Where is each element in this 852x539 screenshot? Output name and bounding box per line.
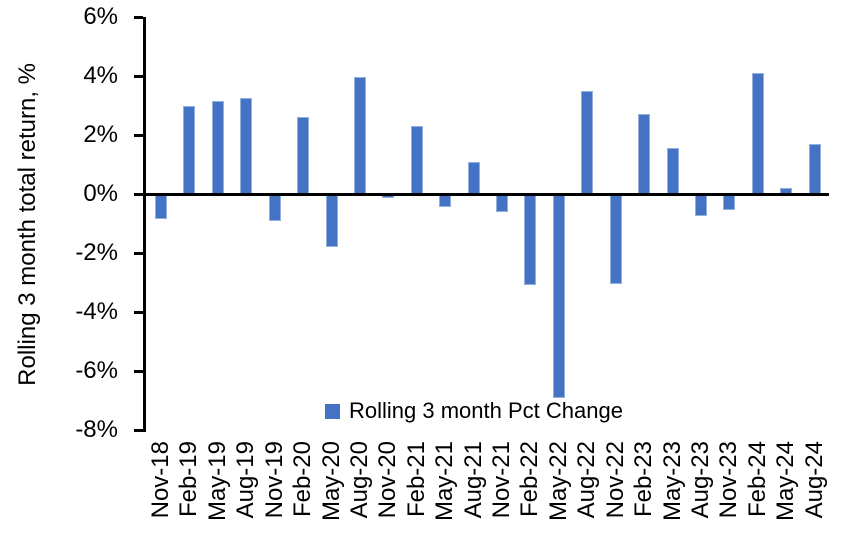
bar [353,77,366,194]
x-axis-label: Aug-19 [232,441,260,537]
y-tick-mark [134,192,143,196]
bar [325,194,338,248]
x-axis-label: Feb-20 [289,441,317,537]
bar [751,73,764,194]
bar [410,126,423,194]
x-axis-label-text: Feb-24 [743,441,771,518]
x-axis-label-text: Nov-18 [146,441,174,519]
x-axis-label-text: Nov-23 [715,441,743,519]
x-axis-label: Feb-19 [175,441,203,537]
x-axis-label-text: Feb-21 [402,441,430,518]
y-tick-label: 6% [83,3,118,30]
x-axis-label-text: May-21 [431,441,459,522]
bar [240,98,253,194]
y-tick-mark [134,133,143,137]
bar [211,101,224,194]
x-axis-label-text: May-19 [203,441,231,522]
y-tick-label: -2% [75,239,118,266]
y-tick-mark [134,15,143,19]
bar [524,194,537,286]
x-axis-label: Nov-18 [147,441,175,537]
x-axis-label-text: Nov-19 [260,441,288,519]
x-axis-label: Nov-19 [260,441,288,537]
x-axis-label-text: Feb-19 [175,441,203,518]
x-axis-label-text: Aug-22 [573,441,601,519]
x-axis-label-text: Nov-20 [374,441,402,519]
x-axis-label: Aug-24 [800,441,828,537]
x-axis-label-text: May-24 [772,441,800,522]
x-axis-label: Feb-21 [403,441,431,537]
bar [496,194,509,212]
x-axis-label-text: Feb-23 [630,441,658,518]
bar [694,194,707,217]
x-axis-label-text: May-20 [317,441,345,522]
bar [268,194,281,221]
y-tick-label: 0% [83,180,118,207]
bar [439,194,452,208]
x-axis-label: Aug-21 [459,441,487,537]
y-axis-title-text: Rolling 3 month total return, % [14,62,41,386]
y-tick-label: 2% [83,121,118,148]
legend: Rolling 3 month Pct Change [325,398,623,424]
bar [666,148,679,194]
x-axis-zero-line [143,192,829,196]
x-axis-label: Feb-24 [744,441,772,537]
x-axis-label-text: Aug-19 [232,441,260,519]
bar [183,105,196,194]
legend-marker-icon [325,403,340,419]
y-tick-label: 4% [83,62,118,89]
x-axis-label: Nov-22 [602,441,630,537]
x-axis-label-text: Nov-22 [601,441,629,519]
bar [581,90,594,194]
x-axis-label-text: Aug-21 [459,441,487,519]
x-axis-label-text: Feb-20 [289,441,317,518]
bar [467,161,480,194]
bar [609,194,622,284]
y-tick-mark [134,428,143,432]
legend-label: Rolling 3 month Pct Change [349,398,623,423]
bar [723,194,736,211]
bar [638,114,651,194]
x-axis-label: Feb-22 [516,441,544,537]
x-axis-label: May-23 [658,441,686,537]
x-axis-label-text: Nov-21 [488,441,516,519]
y-tick-mark [134,251,143,255]
x-axis-label: Nov-23 [715,441,743,537]
x-axis-label: May-24 [772,441,800,537]
x-axis-label-text: May-22 [544,441,572,522]
x-axis-label: May-19 [204,441,232,537]
y-tick-mark [134,74,143,78]
x-axis-label: Nov-21 [488,441,516,537]
y-tick-mark [134,310,143,314]
x-axis-label-text: Aug-23 [686,441,714,519]
y-tick-label: -8% [75,416,118,443]
y-tick-mark [134,369,143,373]
y-tick-label: -6% [75,357,118,384]
x-axis-label: Aug-23 [687,441,715,537]
bar [155,194,167,220]
x-axis-label: Aug-22 [573,441,601,537]
bar [808,143,821,194]
x-axis-label-text: Feb-22 [516,441,544,518]
y-axis-line [143,17,146,432]
x-axis-label: Aug-20 [346,441,374,537]
bar [297,117,310,194]
x-axis-label: May-21 [431,441,459,537]
x-axis-label: May-20 [317,441,345,537]
x-axis-label: May-22 [545,441,573,537]
x-axis-label: Nov-20 [374,441,402,537]
x-axis-label: Feb-23 [630,441,658,537]
y-tick-label: -4% [75,298,118,325]
x-axis-label-text: Aug-24 [800,441,828,519]
x-axis-label-text: May-23 [658,441,686,522]
x-axis-label-text: Aug-20 [345,441,373,519]
bar [552,194,565,398]
